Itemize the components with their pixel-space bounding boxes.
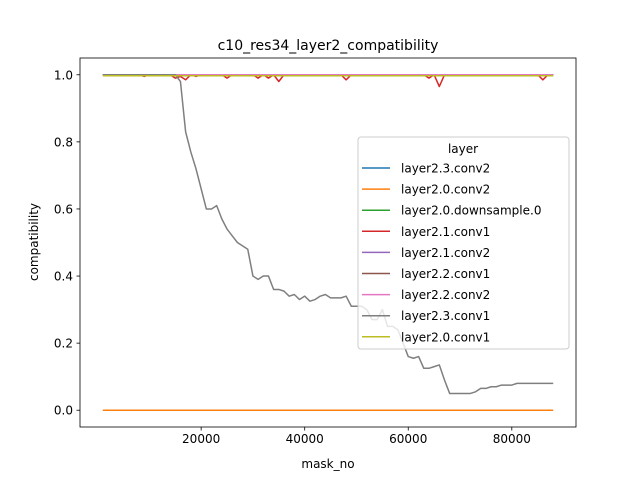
legend-label: layer2.0.conv2 xyxy=(401,183,490,197)
legend-label: layer2.1.conv2 xyxy=(401,246,490,260)
y-tick-label: 0.4 xyxy=(54,270,73,284)
y-axis-label: compatibility xyxy=(27,203,41,281)
y-axis-ticks: 0.0 0.2 0.4 0.6 0.8 1.0 xyxy=(54,68,80,418)
series-line-layer2-1-conv1 xyxy=(102,74,554,88)
legend-label: layer2.2.conv2 xyxy=(401,288,490,302)
x-tick-label: 60000 xyxy=(389,432,427,446)
series-lines xyxy=(102,74,554,411)
x-tick-label: 20000 xyxy=(182,432,220,446)
y-tick-label: 0.2 xyxy=(54,337,73,351)
x-axis-label: mask_no xyxy=(301,457,354,471)
x-axis-ticks: 20000 40000 60000 80000 xyxy=(182,427,531,446)
legend: layer layer2.3.conv2layer2.0.conv2layer2… xyxy=(357,136,570,350)
legend-label: layer2.1.conv1 xyxy=(401,225,490,239)
y-tick-label: 0.0 xyxy=(54,404,73,418)
y-tick-label: 1.0 xyxy=(54,68,73,82)
legend-label: layer2.2.conv1 xyxy=(401,267,490,281)
x-tick-label: 40000 xyxy=(286,432,324,446)
legend-label: layer2.3.conv2 xyxy=(401,162,490,176)
legend-label: layer2.0.downsample.0 xyxy=(401,204,541,218)
legend-title: layer xyxy=(448,142,478,156)
chart-title: c10_res34_layer2_compatibility xyxy=(218,38,439,54)
plot-frame xyxy=(79,57,577,428)
legend-items: layer2.3.conv2 layer2.0.conv2 layer2.0.dow… xyxy=(362,162,541,344)
legend-label: layer2.3.conv1 xyxy=(401,309,490,323)
y-tick-label: 0.6 xyxy=(54,202,73,216)
y-tick-label: 0.8 xyxy=(54,135,73,149)
legend-label: layer2.0.conv1 xyxy=(401,330,490,344)
x-tick-label: 80000 xyxy=(493,432,531,446)
legend-box xyxy=(357,136,570,350)
